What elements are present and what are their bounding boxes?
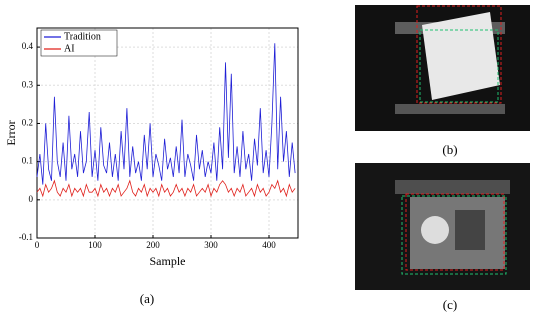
x-tick-label: 200 (146, 240, 160, 250)
x-axis-label: Sample (150, 254, 186, 268)
chart: -0.100.10.20.30.40 100 200 300 400SampleErro… (4, 27, 299, 268)
x-tick-label: 100 (88, 240, 102, 250)
panel-label: (b) (442, 142, 457, 157)
x-tick-label: 400 (262, 240, 276, 250)
y-tick-label: 0.2 (22, 118, 33, 128)
series-line (36, 43, 296, 185)
x-tick-label: 0 (35, 240, 40, 250)
y-tick-label: -0.1 (19, 232, 33, 242)
panel-label: (c) (443, 297, 457, 312)
photo-b (355, 5, 530, 131)
y-tick-label: 0 (29, 194, 34, 204)
legend-label: AI (64, 43, 75, 54)
y-tick-label: 0.4 (22, 41, 34, 51)
series-line (36, 179, 296, 198)
photo-c (355, 163, 530, 290)
plot-frame (36, 27, 299, 239)
legend-label: Tradition (64, 31, 101, 42)
legend-box (40, 29, 118, 57)
panel-label: (a) (140, 291, 154, 306)
y-tick-label: 0.3 (22, 79, 34, 89)
y-tick-label: 0.1 (22, 156, 33, 166)
x-tick-label: 300 (204, 240, 218, 250)
y-axis-label: Error (4, 120, 18, 145)
